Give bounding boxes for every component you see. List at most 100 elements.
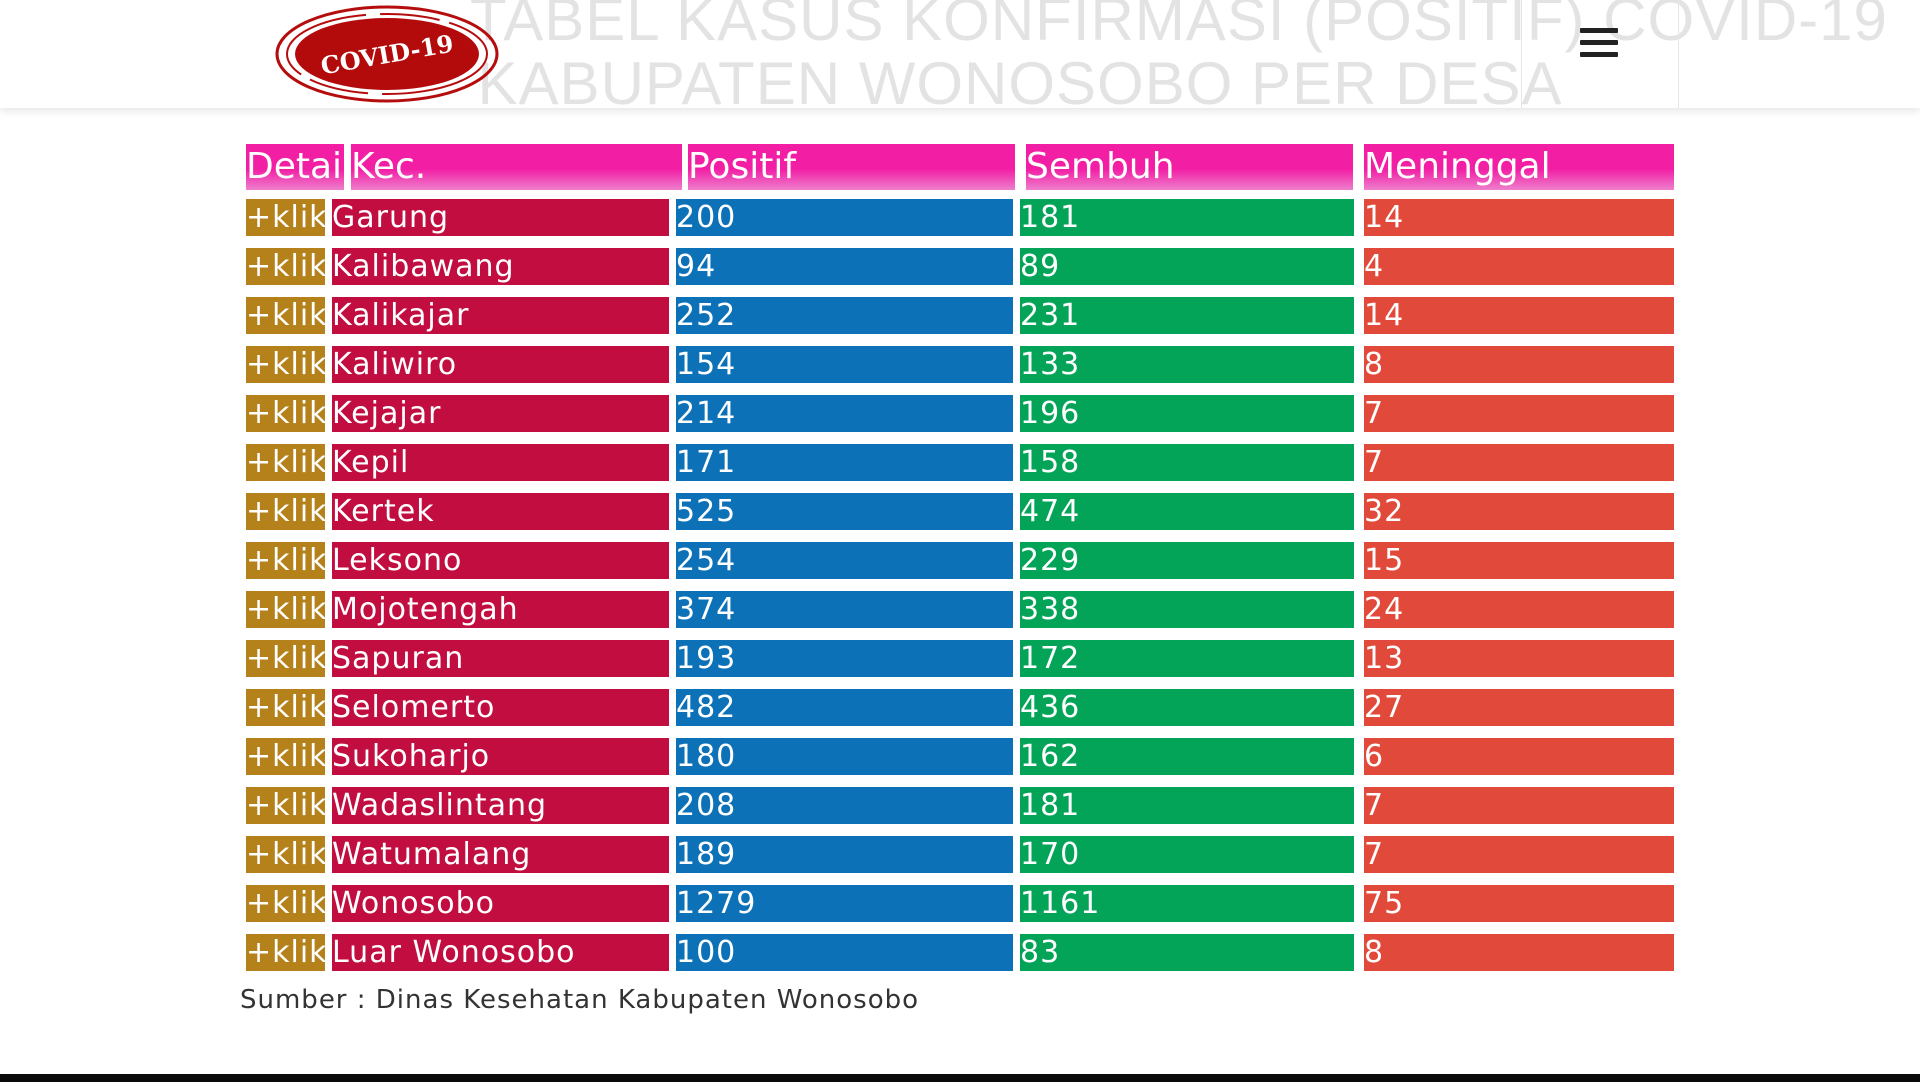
cell-positif: 1279 (676, 885, 1013, 922)
cell-sembuh: 231 (1020, 297, 1354, 334)
table-row: +klik Leksono 254 229 15 (244, 542, 1676, 579)
cell-meninggal: 13 (1364, 640, 1674, 677)
cell-sembuh: 1161 (1020, 885, 1354, 922)
detail-link[interactable]: +klik (246, 640, 325, 677)
cell-positif: 100 (676, 934, 1013, 971)
cell-kecamatan: Luar Wonosobo (332, 934, 669, 971)
table-row: +klik Wonosobo 1279 1161 75 (244, 885, 1676, 922)
table-header-row: Detail Kec. Positif Sembuh Meninggal (244, 144, 1676, 190)
cell-sembuh: 181 (1020, 199, 1354, 236)
detail-link[interactable]: +klik (246, 934, 325, 971)
header-divider (1521, 0, 1522, 108)
table-row: +klik Garung 200 181 14 (244, 199, 1676, 236)
cell-meninggal: 14 (1364, 199, 1674, 236)
page-title-line-1: TABEL KASUS KONFIRMASI (POSITIF) COVID-1… (470, 0, 1888, 53)
cell-meninggal: 32 (1364, 493, 1674, 530)
cell-meninggal: 4 (1364, 248, 1674, 285)
table-row: +klik Kaliwiro 154 133 8 (244, 346, 1676, 383)
detail-link[interactable]: +klik (246, 395, 325, 432)
table-row: +klik Wadaslintang 208 181 7 (244, 787, 1676, 824)
cell-sembuh: 83 (1020, 934, 1354, 971)
table-row: +klik Kalikajar 252 231 14 (244, 297, 1676, 334)
cell-positif: 180 (676, 738, 1013, 775)
cell-meninggal: 8 (1364, 346, 1674, 383)
cell-sembuh: 133 (1020, 346, 1354, 383)
cell-positif: 482 (676, 689, 1013, 726)
footer-bar (0, 1074, 1920, 1082)
cell-positif: 154 (676, 346, 1013, 383)
cell-kecamatan: Mojotengah (332, 591, 669, 628)
cell-kecamatan: Wonosobo (332, 885, 669, 922)
header-divider (1678, 0, 1679, 108)
covid-19-logo[interactable]: COVID-19 (274, 3, 500, 103)
cell-sembuh: 158 (1020, 444, 1354, 481)
hamburger-menu-icon[interactable] (1580, 28, 1618, 66)
detail-link[interactable]: +klik (246, 885, 325, 922)
cell-meninggal: 75 (1364, 885, 1674, 922)
detail-link[interactable]: +klik (246, 346, 325, 383)
cell-sembuh: 170 (1020, 836, 1354, 873)
cell-kecamatan: Wadaslintang (332, 787, 669, 824)
cell-sembuh: 172 (1020, 640, 1354, 677)
table-row: +klik Luar Wonosobo 100 83 8 (244, 934, 1676, 971)
cell-kecamatan: Kalibawang (332, 248, 669, 285)
cell-positif: 525 (676, 493, 1013, 530)
cell-sembuh: 89 (1020, 248, 1354, 285)
detail-link[interactable]: +klik (246, 248, 325, 285)
cell-meninggal: 27 (1364, 689, 1674, 726)
cell-positif: 171 (676, 444, 1013, 481)
table-row: +klik Selomerto 482 436 27 (244, 689, 1676, 726)
cell-positif: 200 (676, 199, 1013, 236)
cell-sembuh: 338 (1020, 591, 1354, 628)
detail-link[interactable]: +klik (246, 787, 325, 824)
table-row: +klik Sapuran 193 172 13 (244, 640, 1676, 677)
detail-link[interactable]: +klik (246, 493, 325, 530)
cell-kecamatan: Kertek (332, 493, 669, 530)
header-kec: Kec. (351, 144, 682, 190)
cell-sembuh: 162 (1020, 738, 1354, 775)
table-row: +klik Sukoharjo 180 162 6 (244, 738, 1676, 775)
cell-kecamatan: Kalikajar (332, 297, 669, 334)
detail-link[interactable]: +klik (246, 836, 325, 873)
cell-kecamatan: Selomerto (332, 689, 669, 726)
cell-positif: 374 (676, 591, 1013, 628)
cell-kecamatan: Sukoharjo (332, 738, 669, 775)
table-row: +klik Kertek 525 474 32 (244, 493, 1676, 530)
header-positif: Positif (688, 144, 1015, 190)
detail-link[interactable]: +klik (246, 591, 325, 628)
page-title: TABEL KASUS KONFIRMASI (POSITIF) COVID-1… (470, 0, 1888, 109)
page-title-line-2: KABUPATEN WONOSOBO PER DESA (477, 50, 1563, 109)
detail-link[interactable]: +klik (246, 444, 325, 481)
header-meninggal: Meninggal (1364, 144, 1674, 190)
cell-kecamatan: Sapuran (332, 640, 669, 677)
cell-meninggal: 8 (1364, 934, 1674, 971)
cell-positif: 208 (676, 787, 1013, 824)
header-detail: Detail (246, 144, 344, 190)
cell-meninggal: 15 (1364, 542, 1674, 579)
cell-kecamatan: Kejajar (332, 395, 669, 432)
detail-link[interactable]: +klik (246, 689, 325, 726)
table-row: +klik Mojotengah 374 338 24 (244, 591, 1676, 628)
cell-sembuh: 196 (1020, 395, 1354, 432)
cell-positif: 214 (676, 395, 1013, 432)
cell-sembuh: 181 (1020, 787, 1354, 824)
detail-link[interactable]: +klik (246, 199, 325, 236)
cell-positif: 94 (676, 248, 1013, 285)
cell-kecamatan: Kepil (332, 444, 669, 481)
detail-link[interactable]: +klik (246, 542, 325, 579)
cell-positif: 254 (676, 542, 1013, 579)
source-note: Sumber : Dinas Kesehatan Kabupaten Wonos… (240, 985, 920, 1015)
cell-sembuh: 229 (1020, 542, 1354, 579)
cell-meninggal: 24 (1364, 591, 1674, 628)
table-row: +klik Kalibawang 94 89 4 (244, 248, 1676, 285)
detail-link[interactable]: +klik (246, 297, 325, 334)
cell-meninggal: 7 (1364, 395, 1674, 432)
cell-sembuh: 474 (1020, 493, 1354, 530)
cell-meninggal: 6 (1364, 738, 1674, 775)
cell-meninggal: 7 (1364, 444, 1674, 481)
cell-meninggal: 7 (1364, 787, 1674, 824)
header-sembuh: Sembuh (1026, 144, 1353, 190)
cell-kecamatan: Kaliwiro (332, 346, 669, 383)
cell-kecamatan: Leksono (332, 542, 669, 579)
detail-link[interactable]: +klik (246, 738, 325, 775)
